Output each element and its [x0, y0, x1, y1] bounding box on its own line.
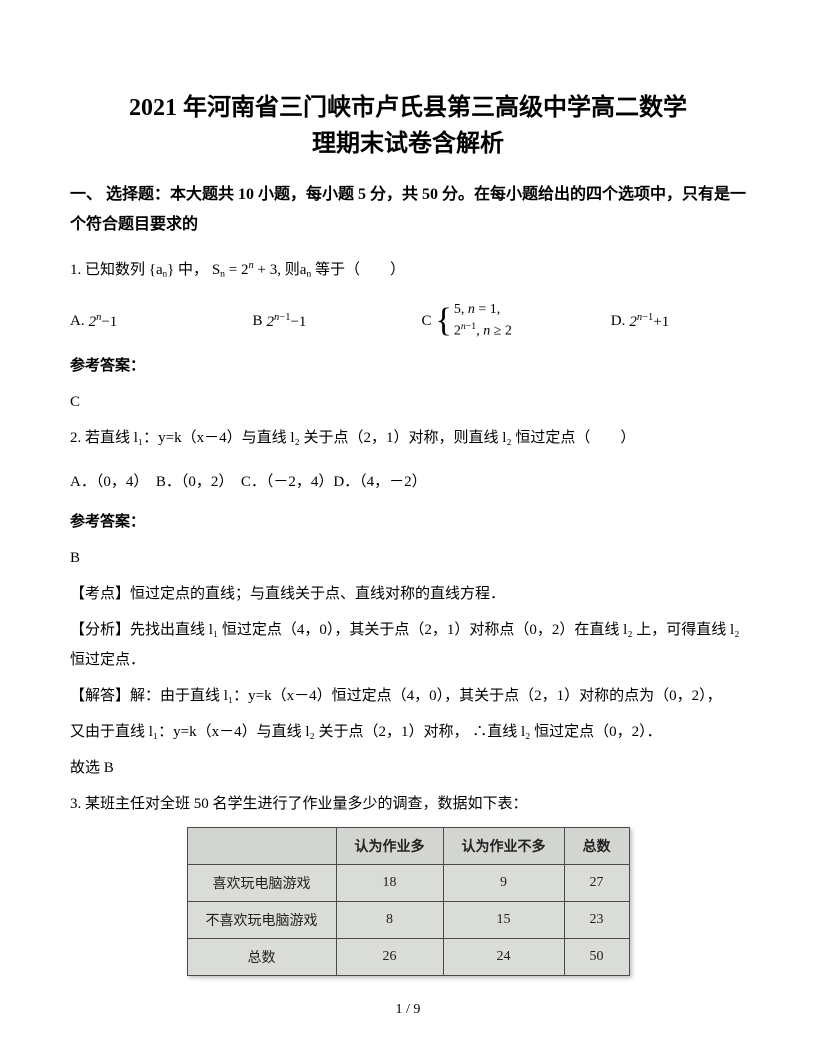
q2-exp-jd2: 又由于直线 l₁：y=k（x－4）与直线 l₂ 关于点（2，1）对称， ∴直线 … — [70, 717, 746, 747]
q1-answer-label: 参考答案： — [70, 351, 746, 381]
q2-exp-jd1: 【解答】解：由于直线 l₁：y=k（x－4）恒过定点（4，0），其关于点（2，1… — [70, 681, 746, 711]
table-cell: 26 — [336, 939, 443, 976]
q2-exp-jd3: 故选 B — [70, 753, 746, 783]
q2-stem: 2. 若直线 l₁：y=k（x－4）与直线 l₂ 关于点（2，1）对称，则直线 … — [70, 423, 746, 453]
page: 2021 年河南省三门峡市卢氏县第三高级中学高二数学 理期末试卷含解析 一、 选… — [0, 0, 816, 1056]
page-number: 1 / 9 — [0, 1002, 816, 1018]
q1-answer: C — [70, 387, 746, 417]
q1-opt-d: D. 2n−1+1 — [611, 312, 746, 331]
q2-options: A．（0，4） B．（0，2） C．（－2，4）D．（4，－2） — [70, 467, 746, 497]
table-row: 不喜欢玩电脑游戏 8 15 23 — [187, 902, 629, 939]
q1-formula: Sn = 2n + 3, 则an — [212, 262, 311, 278]
table-row: 总数 26 24 50 — [187, 939, 629, 976]
q1-opt-c: C { 5, n = 1, 2n−1, n ≥ 2 — [422, 301, 611, 341]
q1-stem: 1. 已知数列 {an} 中， Sn = 2n + 3, 则an 等于（ ） — [70, 255, 746, 285]
q2-answer: B — [70, 543, 746, 573]
table-cell: 8 — [336, 902, 443, 939]
q3-table: 认为作业多 认为作业不多 总数 喜欢玩电脑游戏 18 9 27 不喜欢玩电脑游戏… — [187, 827, 630, 976]
title-line-2: 理期末试卷含解析 — [312, 131, 504, 157]
table-header-cell: 认为作业不多 — [443, 828, 564, 865]
q1-opt-a: A. 2n−1 — [70, 312, 253, 331]
table-header-cell — [187, 828, 336, 865]
section-1-header: 一、 选择题：本大题共 10 小题，每小题 5 分，共 50 分。在每小题给出的… — [70, 180, 746, 241]
piecewise-icon: { 5, n = 1, 2n−1, n ≥ 2 — [436, 301, 512, 341]
table-header-row: 认为作业多 认为作业不多 总数 — [187, 828, 629, 865]
table-cell: 9 — [443, 865, 564, 902]
table-cell: 27 — [564, 865, 629, 902]
table-cell: 18 — [336, 865, 443, 902]
table-cell: 喜欢玩电脑游戏 — [187, 865, 336, 902]
title-line-1: 2021 年河南省三门峡市卢氏县第三高级中学高二数学 — [129, 95, 687, 121]
q1-tail: 等于（ ） — [315, 262, 405, 278]
table-cell: 不喜欢玩电脑游戏 — [187, 902, 336, 939]
q3-stem: 3. 某班主任对全班 50 名学生进行了作业量多少的调查，数据如下表： — [70, 789, 746, 819]
q1-options: A. 2n−1 B 2n−1−1 C { 5, n = 1, 2n−1, n ≥… — [70, 301, 746, 341]
table-cell: 15 — [443, 902, 564, 939]
table-header-cell: 认为作业多 — [336, 828, 443, 865]
table-cell: 23 — [564, 902, 629, 939]
q2-exp-kd: 【考点】恒过定点的直线；与直线关于点、直线对称的直线方程． — [70, 579, 746, 609]
q1-opt-b: B 2n−1−1 — [253, 312, 422, 331]
doc-title: 2021 年河南省三门峡市卢氏县第三高级中学高二数学 理期末试卷含解析 — [70, 90, 746, 162]
table-row: 喜欢玩电脑游戏 18 9 27 — [187, 865, 629, 902]
table-header-cell: 总数 — [564, 828, 629, 865]
table-cell: 24 — [443, 939, 564, 976]
table-cell: 50 — [564, 939, 629, 976]
table-cell: 总数 — [187, 939, 336, 976]
q1-mid: } 中， — [167, 262, 208, 278]
q2-exp-fx: 【分析】先找出直线 l₁ 恒过定点（4，0），其关于点（2，1）对称点（0，2）… — [70, 615, 746, 675]
q3-table-wrap: 认为作业多 认为作业不多 总数 喜欢玩电脑游戏 18 9 27 不喜欢玩电脑游戏… — [70, 827, 746, 976]
q2-answer-label: 参考答案： — [70, 507, 746, 537]
q1-prefix: 1. 已知数列 {a — [70, 262, 163, 278]
